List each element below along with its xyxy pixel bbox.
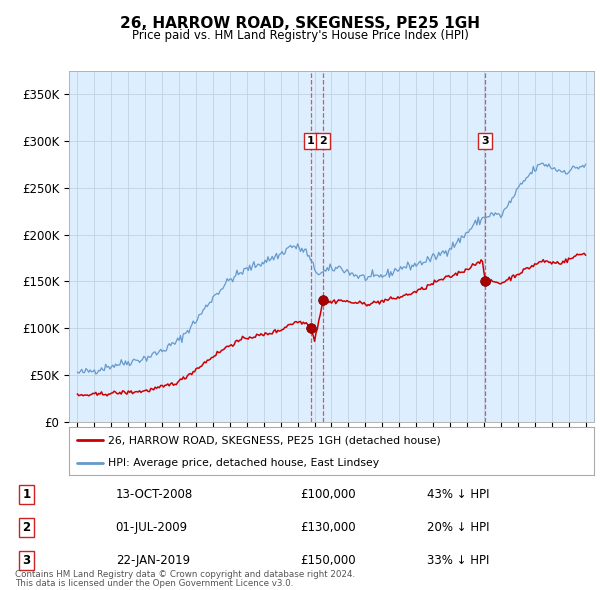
Text: £150,000: £150,000 xyxy=(300,554,356,567)
Text: 01-JUL-2009: 01-JUL-2009 xyxy=(116,521,188,534)
Text: 43% ↓ HPI: 43% ↓ HPI xyxy=(427,488,489,501)
Text: 3: 3 xyxy=(22,554,31,567)
Text: Price paid vs. HM Land Registry's House Price Index (HPI): Price paid vs. HM Land Registry's House … xyxy=(131,29,469,42)
Text: 3: 3 xyxy=(481,136,489,146)
Text: 26, HARROW ROAD, SKEGNESS, PE25 1GH: 26, HARROW ROAD, SKEGNESS, PE25 1GH xyxy=(120,16,480,31)
Text: £130,000: £130,000 xyxy=(300,521,356,534)
Text: 2: 2 xyxy=(22,521,31,534)
Text: 33% ↓ HPI: 33% ↓ HPI xyxy=(427,554,489,567)
Text: 26, HARROW ROAD, SKEGNESS, PE25 1GH (detached house): 26, HARROW ROAD, SKEGNESS, PE25 1GH (det… xyxy=(109,435,441,445)
Text: 1: 1 xyxy=(307,136,315,146)
Text: 20% ↓ HPI: 20% ↓ HPI xyxy=(427,521,489,534)
Text: This data is licensed under the Open Government Licence v3.0.: This data is licensed under the Open Gov… xyxy=(15,579,293,588)
Text: 2: 2 xyxy=(319,136,327,146)
Text: 22-JAN-2019: 22-JAN-2019 xyxy=(116,554,190,567)
Text: Contains HM Land Registry data © Crown copyright and database right 2024.: Contains HM Land Registry data © Crown c… xyxy=(15,571,355,579)
Text: 13-OCT-2008: 13-OCT-2008 xyxy=(116,488,193,501)
Text: £100,000: £100,000 xyxy=(300,488,356,501)
Text: HPI: Average price, detached house, East Lindsey: HPI: Average price, detached house, East… xyxy=(109,458,380,468)
Text: 1: 1 xyxy=(22,488,31,501)
